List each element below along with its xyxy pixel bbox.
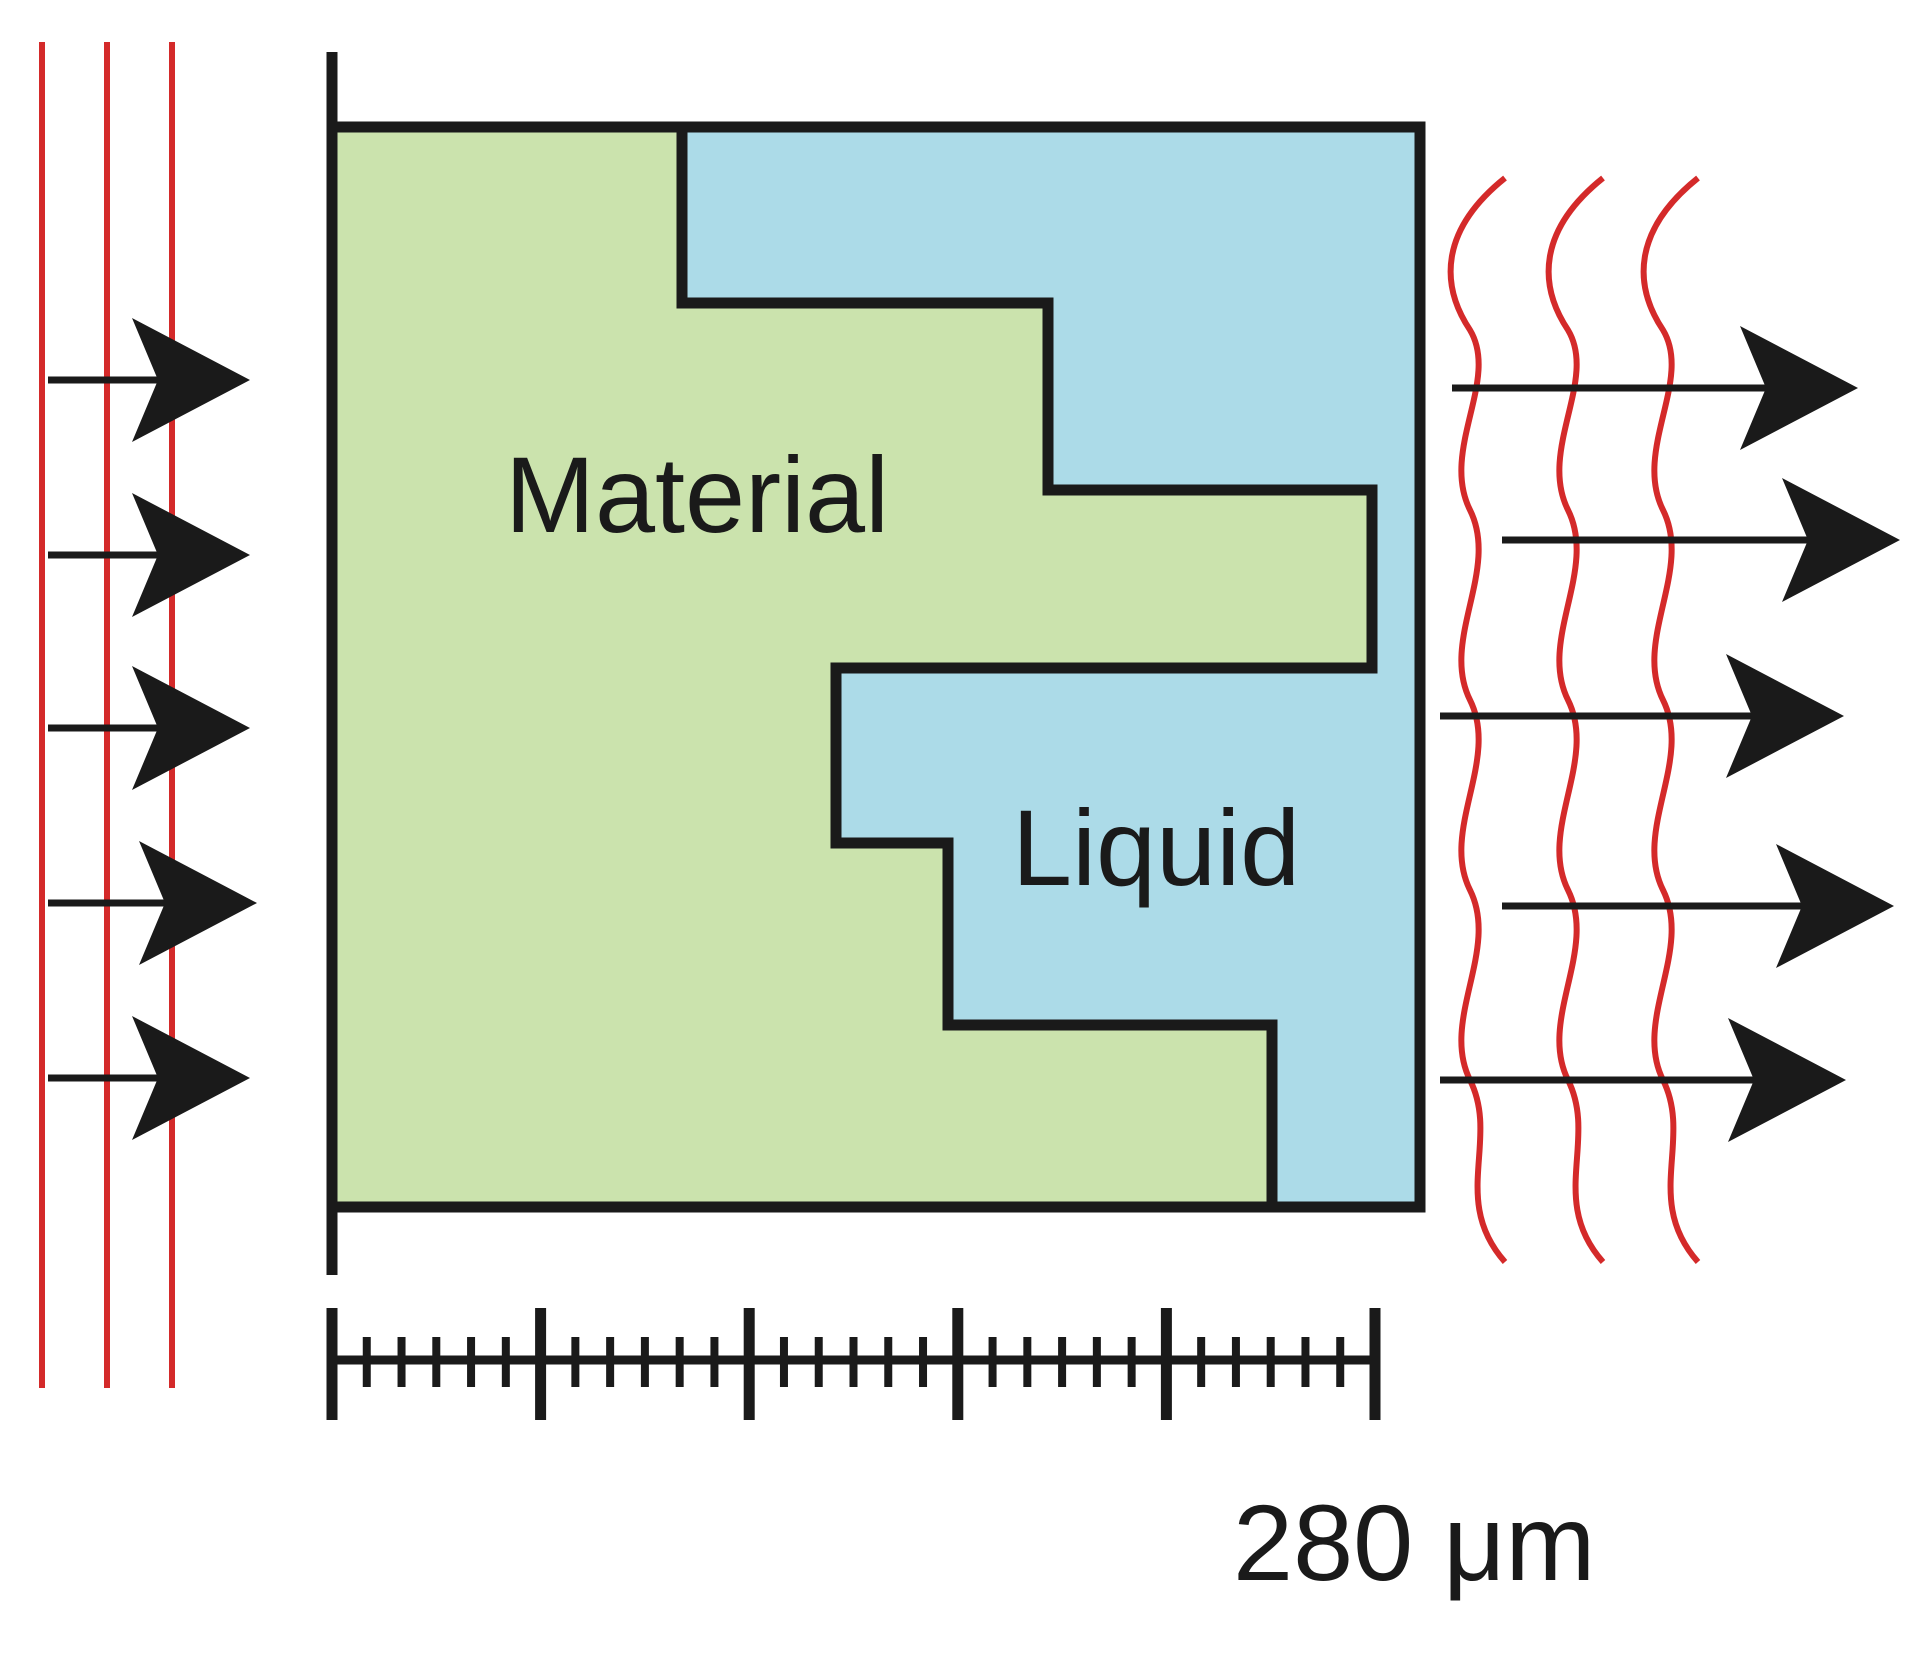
- incident-arrow-2: [48, 493, 250, 617]
- transmitted-arrow-3: [1440, 654, 1844, 778]
- scale-bar: [326, 1308, 1381, 1420]
- transmitted-arrow-2: [1502, 478, 1900, 602]
- transmitted-wavefront-1: [1447, 175, 1508, 1264]
- incident-arrow-4: [48, 841, 257, 965]
- incident-arrows: [48, 318, 257, 1140]
- incident-arrow-1: [48, 318, 250, 442]
- scale-label: 280 μm: [1233, 1482, 1595, 1603]
- transmitted-wavefront-2: [1545, 175, 1606, 1264]
- transmitted-arrows: [1440, 326, 1900, 1142]
- transmitted-wavefronts: [1447, 175, 1701, 1264]
- transmitted-arrow-5: [1440, 1018, 1846, 1142]
- transmitted-wavefront-3: [1640, 175, 1701, 1264]
- incident-arrow-5: [48, 1016, 250, 1140]
- transmitted-arrow-1: [1452, 326, 1858, 450]
- incident-wavefronts: [39, 42, 175, 1388]
- sample-block: [326, 52, 1426, 1275]
- incident-arrow-3: [48, 666, 250, 790]
- material-region: [326, 121, 1378, 1213]
- material-label: Material: [505, 434, 889, 555]
- transmitted-arrow-4: [1502, 844, 1894, 968]
- liquid-label: Liquid: [1012, 787, 1300, 908]
